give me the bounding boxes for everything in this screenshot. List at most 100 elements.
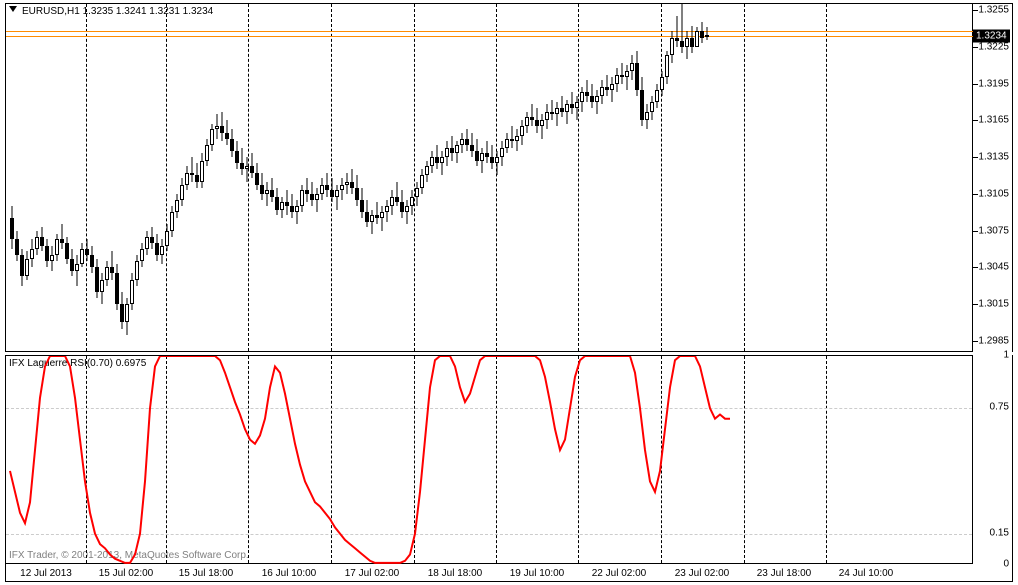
candlestick [60,224,64,248]
candlestick [170,206,174,237]
candlestick [640,77,644,126]
candlestick [695,27,699,47]
indicator-panel[interactable]: IFX Laguerre RSI(0.70) 0.6975 IFX Trader… [5,355,973,564]
candlestick [445,141,449,165]
candlestick [375,202,379,224]
time-axis-label: 23 Jul 02:00 [675,568,730,579]
candlestick [185,166,189,190]
candlestick [150,227,154,249]
candlestick [520,120,524,144]
indicator-y-tick-label: 0.75 [990,402,1009,413]
indicator-y-axis: 00.150.751 [973,355,1013,564]
price-y-tick-label: 1.3255 [978,5,1009,16]
price-y-tick-label: 1.3165 [978,115,1009,126]
candlestick [580,87,584,111]
candlestick [495,151,499,175]
candlestick [545,104,549,128]
candlestick [635,51,639,96]
candlestick [615,68,619,92]
candlestick [180,178,184,206]
time-gridline [86,4,87,351]
candlestick [665,51,669,84]
candlestick [225,120,229,144]
candlestick [650,96,654,120]
candlestick [660,71,664,95]
candlestick [55,234,59,261]
candlestick [25,251,29,279]
candlestick [530,104,534,126]
time-gridline [744,4,745,351]
candlestick [210,124,214,151]
time-x-axis: 12 Jul 201315 Jul 02:0015 Jul 18:0016 Ju… [5,564,1013,582]
price-y-tick-label: 1.3105 [978,188,1009,199]
candlestick [610,77,614,101]
candlestick [470,133,474,157]
chart-menu-dropdown-icon[interactable] [9,6,17,12]
candlestick [275,188,279,215]
candlestick [625,65,629,89]
candlestick [125,298,129,335]
candlestick [290,194,294,218]
candlestick [475,139,479,166]
candlestick [700,22,704,43]
candlestick [345,173,349,194]
candlestick [30,239,34,267]
candlestick [370,210,374,234]
price-y-axis: 1.29851.30151.30451.30751.31051.31351.31… [973,3,1013,352]
time-gridline [166,4,167,351]
candlestick [575,96,579,120]
time-axis-label: 23 Jul 18:00 [757,568,812,579]
candlestick [280,197,284,218]
candlestick [85,239,89,261]
candlestick [205,139,209,166]
candlestick [655,84,659,108]
candlestick [400,190,404,218]
candlestick [605,75,609,96]
candlestick [595,90,599,114]
candlestick [255,163,259,190]
candlestick [705,27,709,39]
price-y-tick-label: 1.3195 [978,78,1009,89]
candlestick [430,151,434,173]
time-axis-label: 16 Jul 10:00 [262,568,317,579]
candlestick [630,55,634,79]
price-y-tick-label: 1.3135 [978,152,1009,163]
price-y-tick-label: 1.3075 [978,225,1009,236]
candlestick [50,246,54,270]
price-chart-panel[interactable]: EURUSD,H1 1.3235 1.3241 1.3231 1.3234 [5,3,973,352]
candlestick [585,80,589,102]
candlestick [95,259,99,298]
candlestick [540,114,544,138]
candlestick [505,133,509,154]
candlestick [245,157,249,181]
candlestick [395,182,399,206]
price-y-tick-label: 1.3015 [978,299,1009,310]
candlestick [420,169,424,193]
candlestick [455,141,459,163]
time-axis-label: 19 Jul 10:00 [510,568,565,579]
candlestick [330,178,334,202]
candlestick [130,273,134,310]
candlestick [325,173,329,197]
candlestick [120,292,124,329]
candlestick [240,148,244,175]
candlestick [335,185,339,209]
candlestick [90,246,94,273]
candlestick [35,231,39,255]
candlestick [250,153,254,177]
candlestick [570,92,574,114]
candlestick [490,145,494,169]
time-axis-label: 24 Jul 10:00 [839,568,894,579]
candlestick [220,112,224,141]
time-axis-label: 17 Jul 02:00 [345,568,400,579]
candlestick [265,182,269,206]
candlestick [425,161,429,182]
candlestick [15,231,19,262]
candlestick [320,178,324,200]
candlestick [20,249,24,286]
candlestick [460,133,464,154]
candlestick [295,200,299,224]
time-axis-label: 22 Jul 02:00 [592,568,647,579]
candlestick [365,200,369,227]
candlestick [190,157,194,181]
